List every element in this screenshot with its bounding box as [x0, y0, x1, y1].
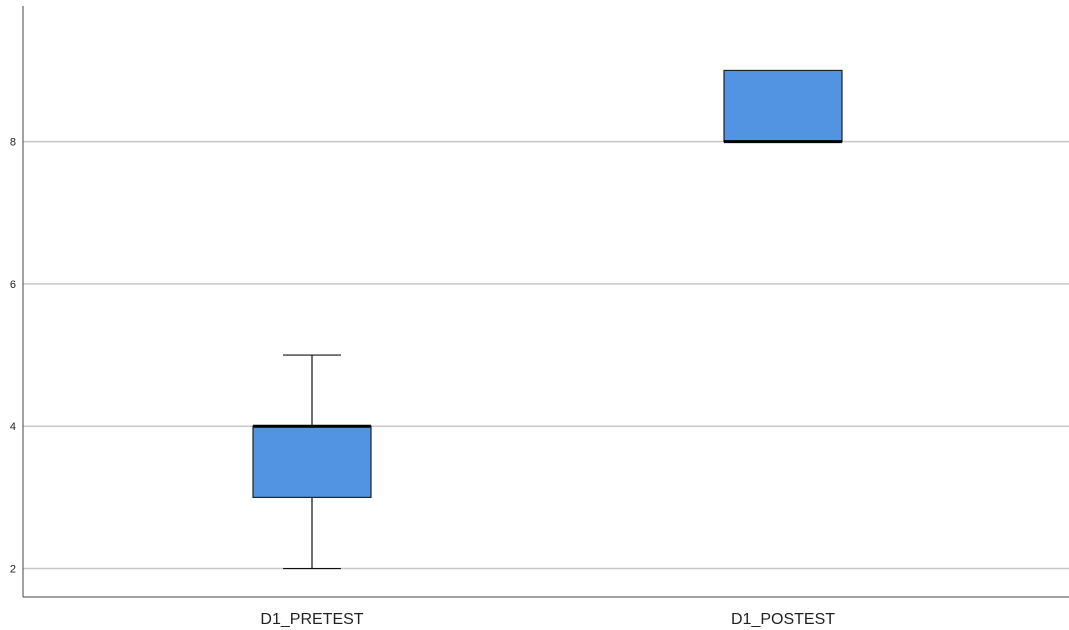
box-d1-pretest: [252, 354, 372, 570]
y-tick-label: 6: [10, 279, 16, 291]
y-tick-label: 8: [10, 137, 16, 149]
box-d1-postest: [723, 69, 843, 144]
x-category-label: D1_POSTEST: [731, 611, 835, 628]
category-labels: D1_PRETEST D1_POSTEST: [260, 611, 835, 628]
y-tick-label: 4: [10, 421, 16, 433]
x-category-label: D1_PRETEST: [260, 611, 363, 628]
y-tick-label: 2: [10, 564, 16, 576]
boxes-layer: [252, 69, 843, 570]
iqr-box: [252, 425, 372, 498]
iqr-box: [723, 69, 843, 143]
y-tick-labels: 2 4 6 8: [10, 137, 16, 576]
grid-layer: [23, 140, 1069, 570]
